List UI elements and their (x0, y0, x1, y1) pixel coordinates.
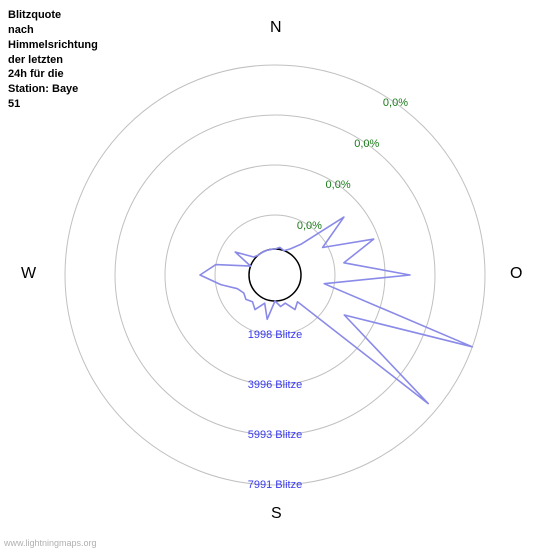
cardinal-e: O (510, 265, 522, 283)
chart-title: Blitzquote nach Himmelsrichtung der letz… (8, 8, 98, 112)
south-ring-label-2: 5993 Blitze (248, 429, 302, 441)
cardinal-w: W (21, 265, 36, 283)
footer-source: www.lightningmaps.org (4, 538, 97, 548)
north-ring-label-3: 0,0% (383, 97, 408, 109)
cardinal-n: N (270, 19, 282, 37)
north-ring-label-1: 0,0% (326, 179, 351, 191)
north-ring-label-2: 0,0% (354, 138, 379, 150)
cardinal-s: S (271, 505, 282, 523)
south-ring-label-0: 1998 Blitze (248, 329, 302, 341)
south-ring-label-3: 7991 Blitze (248, 479, 302, 491)
north-ring-label-0: 0,0% (297, 220, 322, 232)
south-ring-label-1: 3996 Blitze (248, 379, 302, 391)
